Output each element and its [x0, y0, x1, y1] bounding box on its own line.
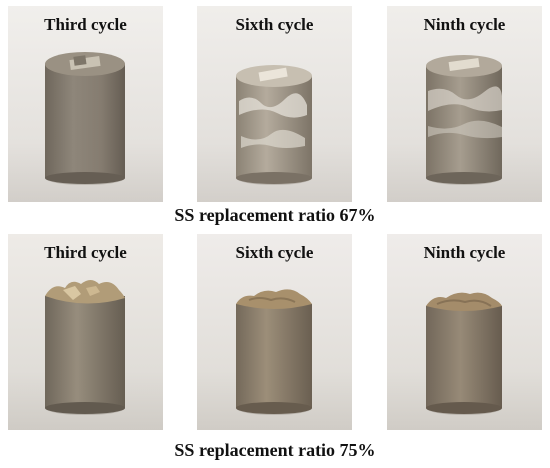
cylinder-specimen-image: [387, 234, 542, 430]
specimen-photo-67-sixth-cycle: Sixth cycle: [197, 6, 352, 202]
row-caption-67: SS replacement ratio 67%: [174, 205, 376, 225]
cylinder-specimen-image: [197, 234, 352, 430]
cylinder-specimen-image: [8, 6, 163, 202]
panel-label: Sixth cycle: [235, 15, 314, 34]
panel-label: Third cycle: [44, 243, 127, 262]
cylinder-specimen-image: [387, 6, 542, 202]
cylinder-specimen-image: [8, 234, 163, 430]
specimen-photo-67-ninth-cycle: Ninth cycle: [387, 6, 542, 202]
specimen-photo-67-third-cycle: Third cycle: [8, 6, 163, 202]
panel-label: Third cycle: [44, 15, 127, 34]
cylinder-specimen-image: [197, 6, 352, 202]
panel-label: Ninth cycle: [423, 15, 506, 34]
panel-label: Sixth cycle: [235, 243, 314, 262]
row-caption-75: SS replacement ratio 75%: [174, 440, 376, 460]
specimen-photo-75-third-cycle: Third cycle: [8, 234, 163, 430]
specimen-photo-75-sixth-cycle: Sixth cycle: [197, 234, 352, 430]
specimen-photo-75-ninth-cycle: Ninth cycle: [387, 234, 542, 430]
panel-label: Ninth cycle: [423, 243, 506, 262]
